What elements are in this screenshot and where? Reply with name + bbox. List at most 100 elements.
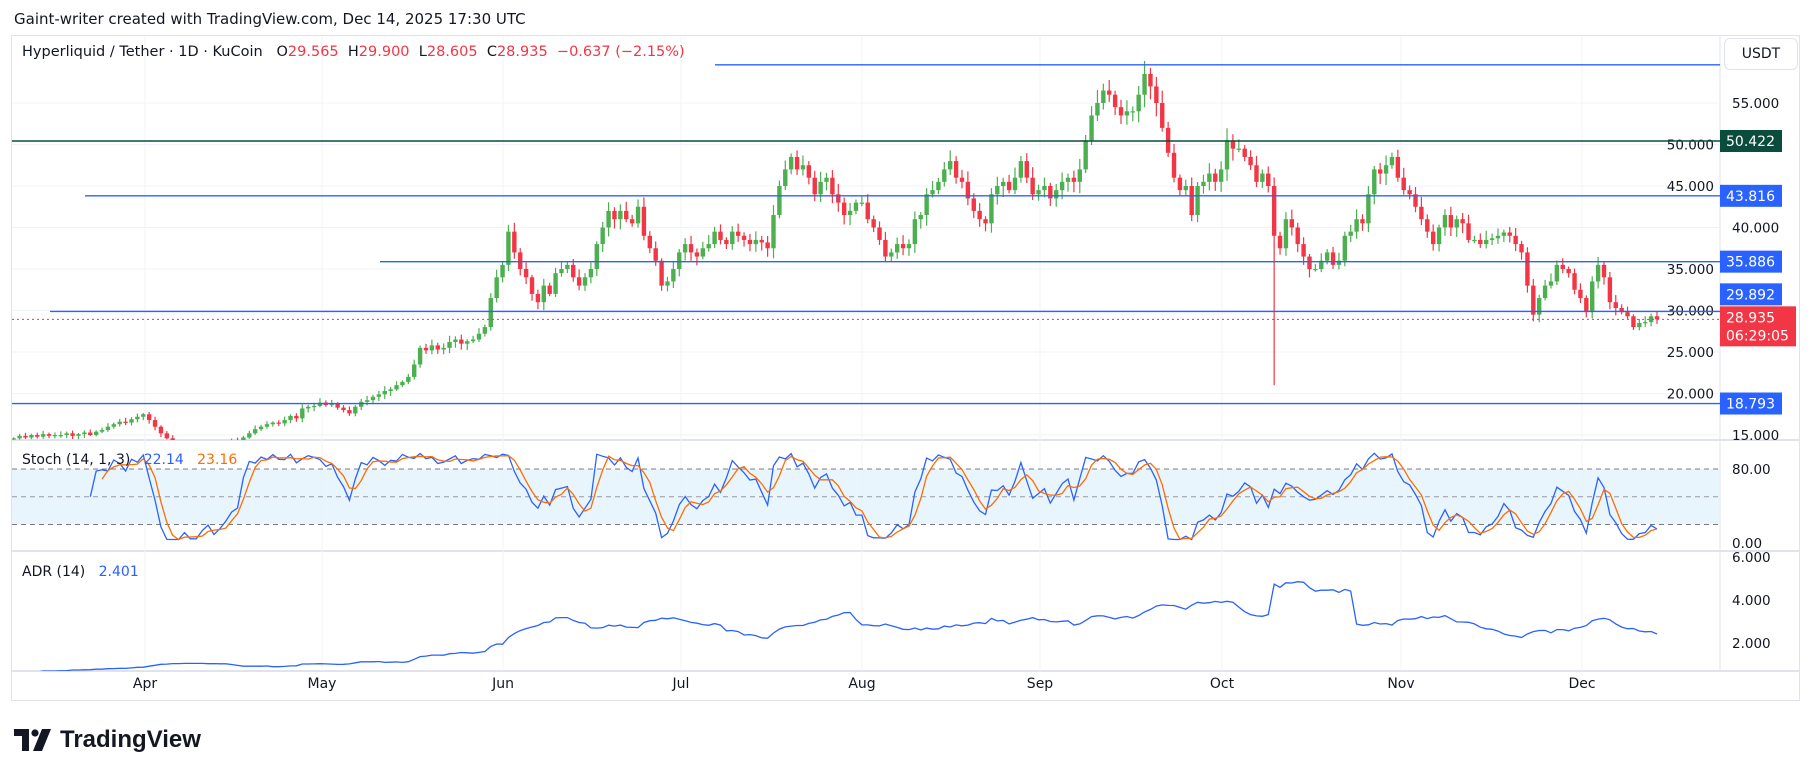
candle-body (1218, 169, 1224, 182)
candle-body (1572, 273, 1577, 290)
candle-body (1289, 219, 1295, 228)
candle-body (347, 410, 352, 414)
candle-body (1542, 285, 1548, 299)
candle-body (417, 347, 423, 365)
close-value: 28.935 (496, 44, 548, 60)
candle-body (1554, 264, 1560, 282)
candle-body (529, 277, 535, 294)
candle-body (1271, 186, 1277, 236)
candle-body (435, 345, 440, 350)
candle-body (1460, 219, 1465, 224)
candle-body (470, 339, 476, 342)
candle-body (918, 215, 923, 220)
candle-body (1065, 177, 1071, 182)
candle-body (724, 239, 729, 245)
candle-body (129, 419, 134, 423)
symbol-title[interactable]: Hyperliquid / Tether · 1D · KuCoin (22, 44, 263, 60)
candle-body (117, 421, 122, 425)
candle-body (370, 396, 376, 401)
candle-body (164, 433, 170, 439)
candle-body (995, 186, 1000, 195)
candle-body (1006, 181, 1012, 191)
candle-body (46, 434, 52, 436)
candle-body (794, 156, 800, 170)
adr-tick-label: 2.000 (1732, 636, 1771, 652)
candle-body (1301, 244, 1306, 257)
candle-body (1625, 312, 1630, 317)
candle-body (871, 219, 876, 228)
candle-body (88, 432, 93, 435)
level-badge-label: 35.886 (1726, 255, 1775, 271)
candle-body (412, 364, 417, 377)
candle-body (1483, 239, 1489, 245)
candle-body (1118, 107, 1124, 116)
candle-body (1336, 260, 1342, 265)
candle-body (1001, 181, 1006, 186)
candle-body (747, 239, 753, 245)
high-value: 29.900 (358, 44, 410, 60)
candle-body (1654, 316, 1660, 320)
candle-body (1095, 103, 1100, 116)
price-tick-label: 20.000 (1667, 387, 1714, 403)
candle-body (948, 161, 953, 170)
candle-body (1048, 186, 1053, 199)
currency-button[interactable]: USDT (1724, 38, 1798, 70)
candle-body (1107, 90, 1112, 95)
candle-body (877, 227, 882, 240)
stoch-title[interactable]: Stoch (14, 1, 3) (22, 452, 131, 468)
candle-body (788, 156, 794, 170)
candle-body (1466, 223, 1471, 240)
candle-body (429, 345, 435, 351)
adr-lines (39, 581, 1658, 671)
candle-body (1478, 239, 1483, 245)
candle-body (1619, 308, 1624, 313)
candle-body (936, 181, 941, 191)
candle-body (1307, 256, 1312, 269)
candle-body (224, 443, 228, 446)
candle-body (294, 415, 299, 419)
candle-body (476, 333, 482, 340)
candle-body (1495, 235, 1501, 239)
candle-body (1295, 227, 1300, 245)
level-badge-label: 43.816 (1726, 189, 1775, 205)
candle-body (612, 210, 617, 220)
time-label-sep: Sep (1026, 676, 1054, 692)
candle-body (35, 435, 40, 437)
candle-body (800, 165, 806, 170)
adr-tick-label: 4.000 (1732, 593, 1771, 609)
candle-body (900, 244, 906, 249)
candle-body (76, 434, 81, 436)
candle-body (500, 264, 505, 278)
candle-body (718, 231, 723, 240)
candle-body (588, 269, 594, 278)
stoch-lines (89, 452, 1658, 541)
candle-body (494, 277, 499, 299)
price-tick-label: 50.000 (1667, 138, 1714, 154)
candle-body (1407, 190, 1412, 195)
candle-body (971, 198, 976, 211)
adr-legend: ADR (14) 2.401 (22, 564, 139, 580)
candle-body (23, 435, 28, 438)
candle-body (1236, 148, 1242, 150)
candle-body (983, 219, 988, 224)
candle-body (1071, 177, 1077, 182)
candle-body (441, 347, 446, 350)
candle-body (1083, 140, 1088, 170)
adr-title[interactable]: ADR (14) (22, 564, 86, 580)
candle-body (859, 202, 865, 204)
candle-body (712, 231, 717, 245)
candle-body (1578, 289, 1583, 299)
time-label-apr: Apr (132, 676, 158, 692)
tradingview-logo[interactable]: TradingView (14, 726, 201, 754)
candle-body (282, 420, 287, 424)
candle-body (1531, 285, 1536, 315)
candle-body (359, 401, 364, 407)
candle-body (394, 385, 399, 390)
change-value: −0.637 (−2.15%) (556, 44, 685, 60)
level-badge (1720, 250, 1782, 273)
candle-body (865, 202, 870, 220)
candle-body (158, 426, 164, 434)
candle-body (376, 394, 382, 397)
candle-body (753, 239, 759, 245)
